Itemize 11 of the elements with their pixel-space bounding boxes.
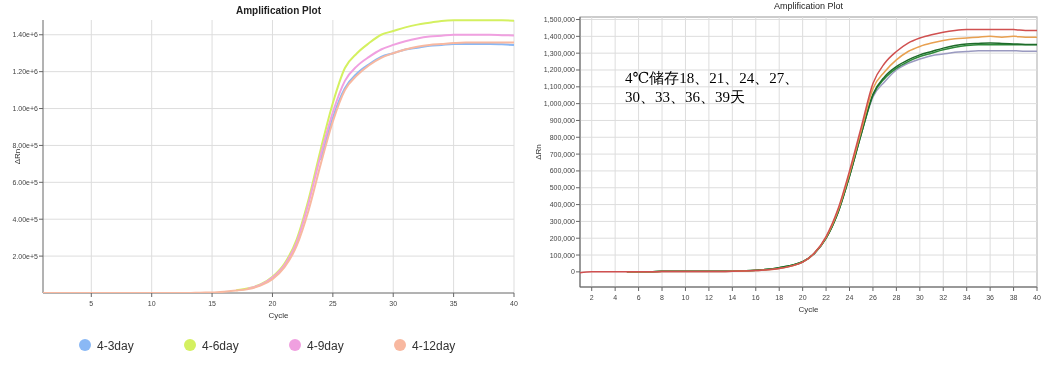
y-axis-title: ΔRn bbox=[13, 148, 22, 165]
x-axis-title: Cycle bbox=[268, 311, 290, 320]
legend-label: 4-3day bbox=[97, 338, 134, 353]
chart-title: Amplification Plot bbox=[773, 1, 844, 11]
annotation: 4℃储存18、21、24、27、 30、33、36、39天 bbox=[625, 70, 800, 105]
legend-label: 4-12day bbox=[412, 338, 456, 353]
chart-title: Amplification Plot bbox=[236, 5, 322, 16]
x-axis-title: Cycle bbox=[798, 305, 820, 314]
legend-label: 4-6day bbox=[202, 338, 239, 353]
y-axis-title: ΔRn bbox=[534, 144, 543, 160]
legend-label: 4-9day bbox=[307, 338, 344, 353]
